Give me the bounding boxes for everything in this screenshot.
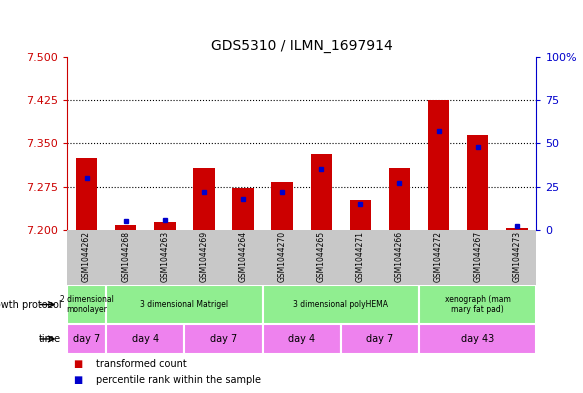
Text: GSM1044267: GSM1044267 — [473, 231, 482, 282]
Bar — [341, 324, 419, 354]
Text: GSM1044271: GSM1044271 — [356, 231, 365, 282]
Text: GSM1044270: GSM1044270 — [278, 231, 287, 282]
Text: xenograph (mam
mary fat pad): xenograph (mam mary fat pad) — [445, 295, 511, 314]
Bar — [193, 168, 215, 230]
Text: GSM1044262: GSM1044262 — [82, 231, 91, 282]
Text: 2 dimensional
monolayer: 2 dimensional monolayer — [59, 295, 114, 314]
Title: GDS5310 / ILMN_1697914: GDS5310 / ILMN_1697914 — [211, 39, 392, 53]
Text: ■: ■ — [73, 359, 82, 369]
Text: GSM1044265: GSM1044265 — [317, 231, 326, 282]
Text: GSM1044264: GSM1044264 — [238, 231, 248, 282]
Text: 3 dimensional polyHEMA: 3 dimensional polyHEMA — [293, 300, 388, 309]
Text: growth protocol: growth protocol — [0, 299, 61, 310]
Bar — [272, 182, 293, 230]
Bar — [428, 100, 449, 230]
Text: ■: ■ — [73, 375, 82, 385]
Text: day 4: day 4 — [132, 334, 159, 344]
Text: GSM1044273: GSM1044273 — [512, 231, 521, 282]
Bar — [232, 188, 254, 230]
Text: GSM1044269: GSM1044269 — [199, 231, 209, 282]
Bar — [106, 324, 184, 354]
Text: day 43: day 43 — [461, 334, 494, 344]
Bar — [506, 228, 528, 230]
Text: day 4: day 4 — [288, 334, 315, 344]
Text: 3 dimensional Matrigel: 3 dimensional Matrigel — [141, 300, 229, 309]
Bar — [262, 324, 341, 354]
Bar — [311, 154, 332, 230]
Text: GSM1044263: GSM1044263 — [160, 231, 169, 282]
Text: day 7: day 7 — [210, 334, 237, 344]
Text: time: time — [39, 334, 61, 344]
Bar — [67, 324, 106, 354]
Bar — [154, 222, 175, 230]
Bar — [76, 158, 97, 230]
Bar — [184, 324, 262, 354]
Text: GSM1044272: GSM1044272 — [434, 231, 443, 282]
Text: GSM1044266: GSM1044266 — [395, 231, 404, 282]
Text: GSM1044268: GSM1044268 — [121, 231, 130, 282]
Bar — [419, 285, 536, 324]
Text: percentile rank within the sample: percentile rank within the sample — [96, 375, 261, 385]
Bar — [106, 285, 262, 324]
Bar — [389, 168, 410, 230]
Bar — [419, 324, 536, 354]
Bar — [350, 200, 371, 230]
Text: day 7: day 7 — [73, 334, 100, 344]
Text: transformed count: transformed count — [96, 359, 187, 369]
Text: day 7: day 7 — [366, 334, 394, 344]
Bar — [467, 135, 489, 230]
Bar — [262, 285, 419, 324]
Bar — [115, 225, 136, 230]
Bar — [67, 285, 106, 324]
